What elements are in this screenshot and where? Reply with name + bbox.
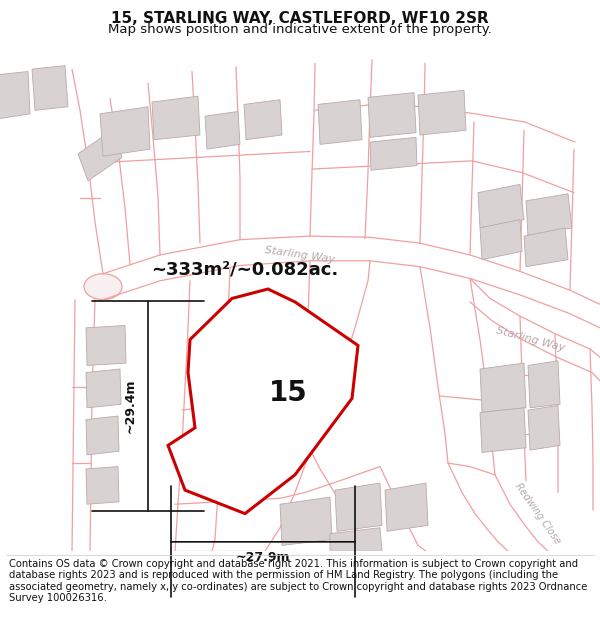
Polygon shape bbox=[528, 361, 560, 408]
Polygon shape bbox=[280, 497, 332, 546]
Text: 15: 15 bbox=[269, 379, 307, 406]
Polygon shape bbox=[528, 406, 560, 450]
Ellipse shape bbox=[84, 274, 122, 299]
Polygon shape bbox=[480, 219, 522, 259]
Polygon shape bbox=[152, 96, 200, 140]
Polygon shape bbox=[86, 416, 119, 455]
Text: Map shows position and indicative extent of the property.: Map shows position and indicative extent… bbox=[108, 24, 492, 36]
Polygon shape bbox=[418, 90, 466, 135]
Polygon shape bbox=[100, 107, 150, 156]
Polygon shape bbox=[78, 130, 122, 181]
Text: Contains OS data © Crown copyright and database right 2021. This information is : Contains OS data © Crown copyright and d… bbox=[9, 559, 587, 603]
Polygon shape bbox=[86, 467, 119, 504]
Polygon shape bbox=[480, 363, 526, 413]
Polygon shape bbox=[32, 66, 68, 110]
Polygon shape bbox=[230, 378, 272, 422]
Polygon shape bbox=[0, 71, 30, 119]
Polygon shape bbox=[330, 528, 382, 551]
Text: ~333m²/~0.082ac.: ~333m²/~0.082ac. bbox=[151, 260, 338, 278]
Polygon shape bbox=[318, 100, 362, 144]
Polygon shape bbox=[480, 408, 526, 452]
Polygon shape bbox=[275, 408, 312, 455]
Polygon shape bbox=[524, 228, 568, 267]
Text: ~29.4m: ~29.4m bbox=[124, 379, 137, 433]
Polygon shape bbox=[478, 184, 524, 228]
Polygon shape bbox=[335, 483, 382, 531]
Polygon shape bbox=[86, 326, 126, 366]
Polygon shape bbox=[244, 100, 282, 140]
Polygon shape bbox=[385, 483, 428, 531]
Polygon shape bbox=[526, 194, 572, 236]
Polygon shape bbox=[168, 289, 358, 514]
Text: ~27.9m: ~27.9m bbox=[236, 551, 290, 564]
Polygon shape bbox=[232, 422, 274, 466]
Text: Starling Way: Starling Way bbox=[264, 245, 336, 265]
Text: 15, STARLING WAY, CASTLEFORD, WF10 2SR: 15, STARLING WAY, CASTLEFORD, WF10 2SR bbox=[111, 11, 489, 26]
Polygon shape bbox=[86, 369, 121, 408]
Text: Starling Way: Starling Way bbox=[494, 326, 565, 354]
Text: Redwing Close: Redwing Close bbox=[513, 481, 563, 546]
Polygon shape bbox=[370, 138, 417, 170]
Polygon shape bbox=[368, 92, 416, 138]
Polygon shape bbox=[205, 111, 240, 149]
